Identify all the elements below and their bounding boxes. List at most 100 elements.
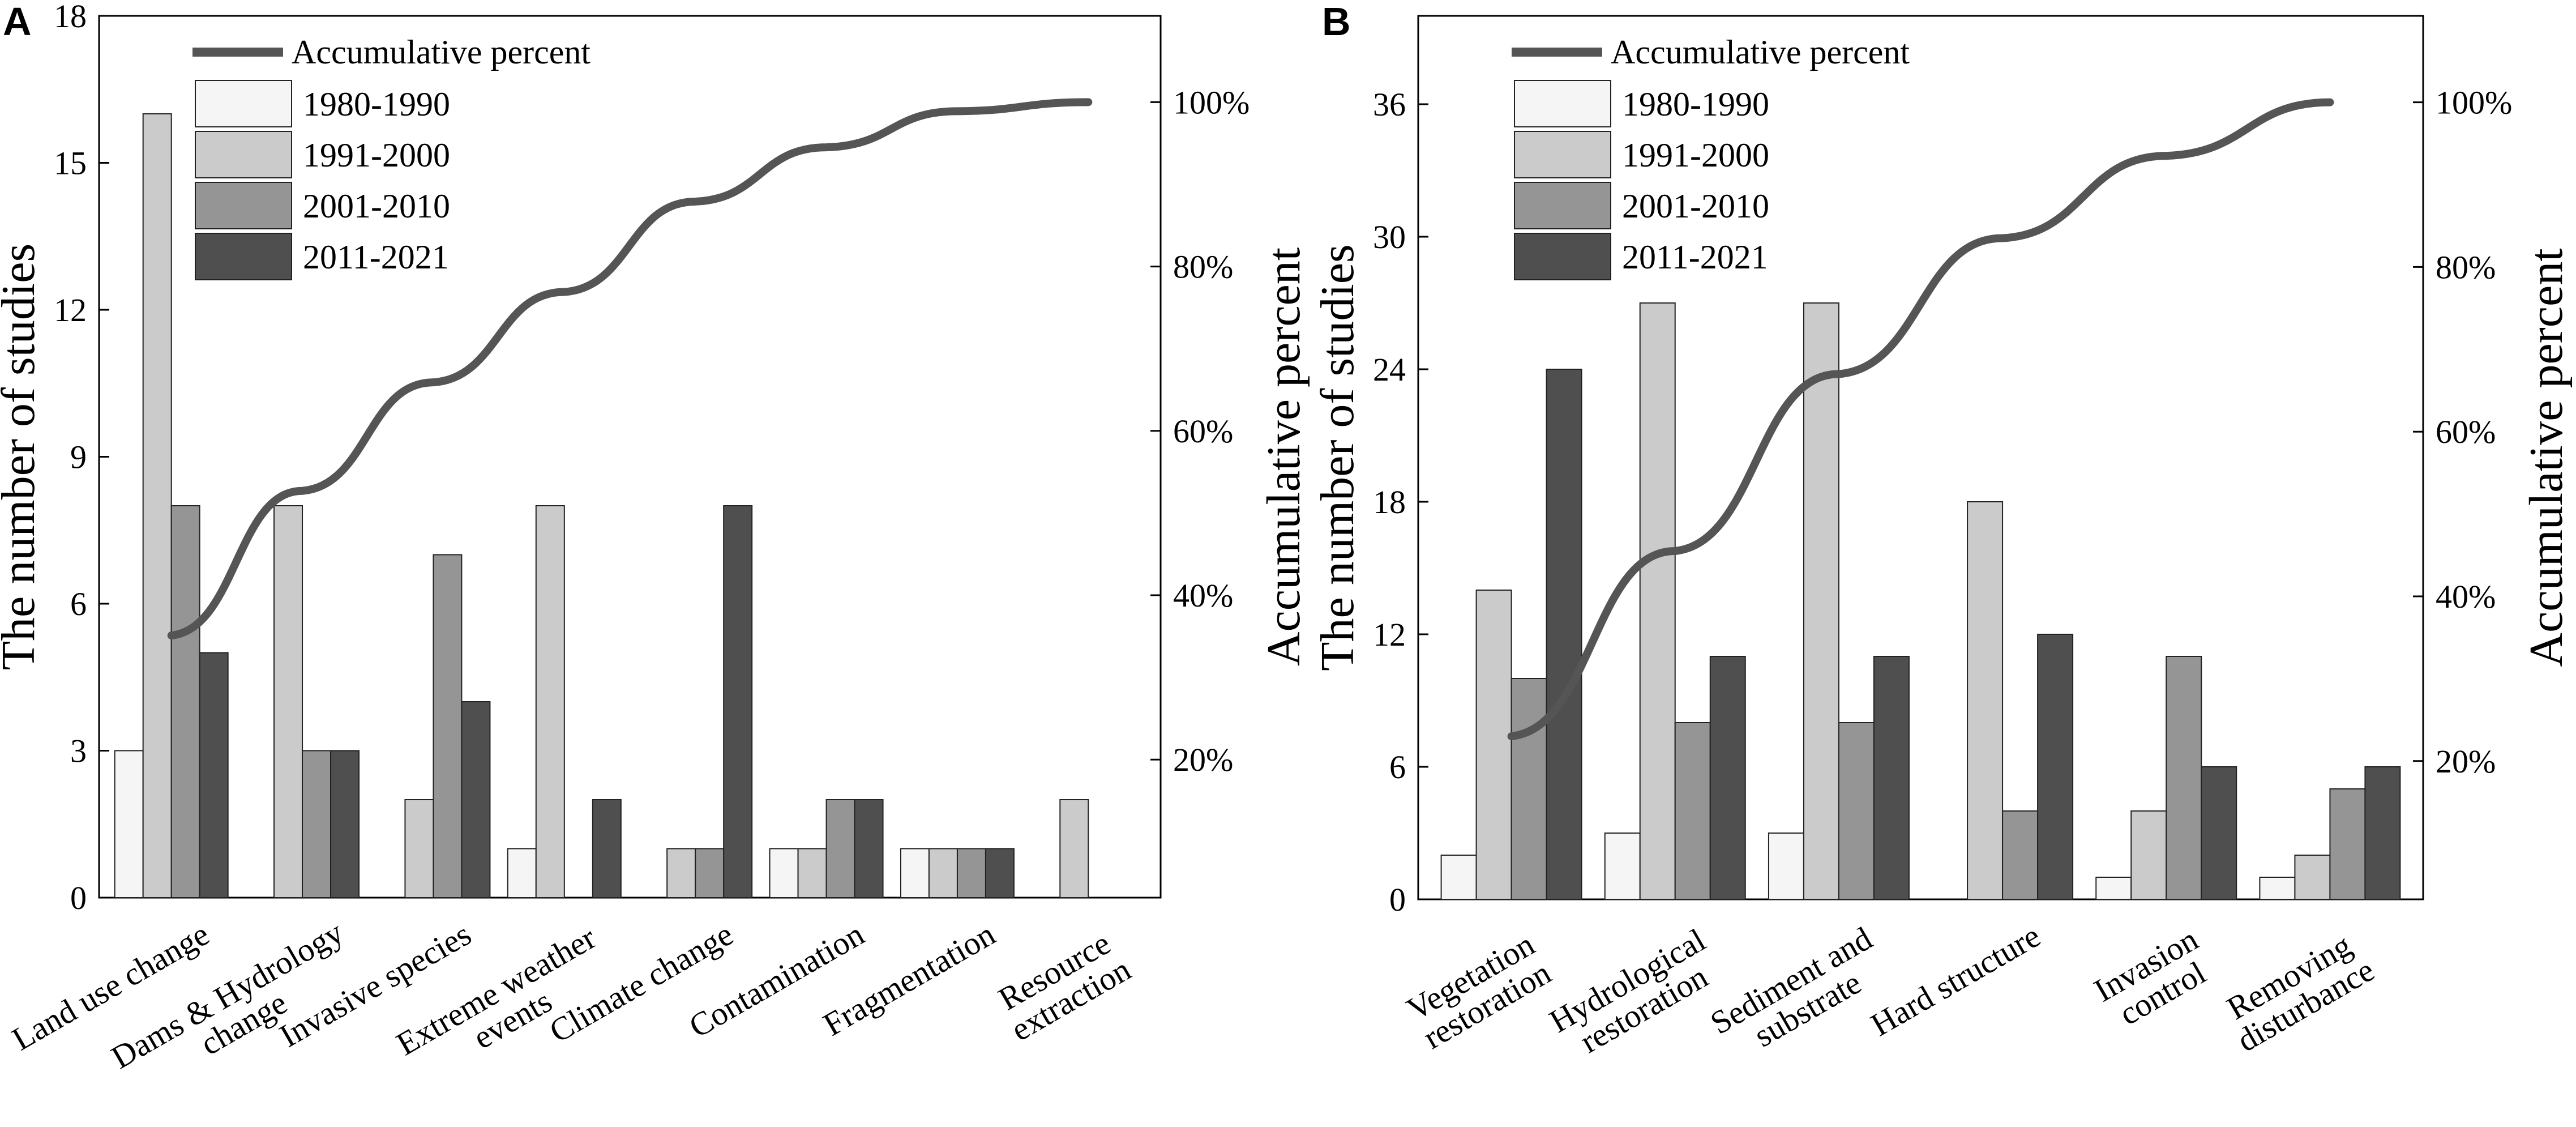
bar-2001-2010-1 — [302, 750, 332, 898]
y-tick-label: 9 — [70, 439, 87, 476]
bar-1991-2000-7 — [1059, 799, 1089, 898]
y2-tick-label: 60% — [1173, 413, 1233, 450]
bar-2001-2010-4 — [2166, 656, 2202, 900]
panel-letter: A — [3, 0, 32, 44]
y2-tick-label: 20% — [1173, 741, 1233, 778]
bar-2011-2021-5 — [854, 799, 884, 898]
legend-swatch-2001-2010 — [1514, 182, 1611, 229]
bar-1980-1990-2 — [1768, 833, 1804, 900]
bar-2001-2010-3 — [2002, 810, 2039, 900]
bar-2001-2010-0 — [170, 505, 200, 898]
y-tick-label: 0 — [1389, 881, 1406, 918]
bar-2011-2021-0 — [199, 652, 229, 898]
y-tick-label: 12 — [1373, 616, 1406, 653]
y-axis-title: The number of studies — [0, 244, 45, 671]
bar-2001-2010-4 — [695, 848, 725, 898]
y2-axis-title: Accumulative percent — [2520, 248, 2573, 667]
y2-tick-label: 100% — [2436, 84, 2512, 121]
category-label: Removingdisturbance — [2214, 923, 2380, 1059]
bar-2011-2021-5 — [2364, 766, 2401, 900]
bar-1991-2000-0 — [142, 113, 172, 898]
category-label: Resourceextraction — [989, 922, 1137, 1048]
bar-1980-1990-6 — [900, 848, 930, 898]
legend-swatch-1980-1990 — [1514, 80, 1611, 127]
category-label: Vegetationrestoration — [1401, 925, 1557, 1056]
bar-2001-2010-1 — [1674, 722, 1711, 900]
bar-1980-1990-1 — [1604, 833, 1641, 900]
plot-frame — [1417, 15, 2424, 900]
y2-axis-title: Accumulative percent — [1257, 247, 1310, 666]
chart-panel-a: A 0 3 6 9 12 15 18 20% 40% 60% 80% 100% The number of… — [0, 0, 1310, 1076]
y-tick-label: 3 — [70, 733, 87, 770]
bar-2011-2021-2 — [461, 701, 491, 898]
legend-swatch-1991-2000 — [1514, 131, 1611, 178]
bar-1991-2000-4 — [666, 848, 696, 898]
y-tick-label: 24 — [1373, 351, 1406, 388]
bar-2011-2021-2 — [1873, 656, 1910, 900]
bar-1991-2000-4 — [2130, 810, 2167, 900]
y2-tick-label: 100% — [1173, 84, 1250, 121]
bar-1980-1990-5 — [769, 848, 799, 898]
bar-2011-2021-3 — [2037, 634, 2074, 900]
bar-1980-1990-3 — [507, 848, 537, 898]
y2-tick-label: 80% — [1173, 249, 1233, 285]
legend-label: 2011-2021 — [303, 238, 449, 276]
y2-tick-label: 40% — [1173, 577, 1233, 614]
y2-tick-label: 80% — [2436, 249, 2496, 285]
category-label: Sediment andsubstrate — [1704, 920, 1894, 1070]
bar-1991-2000-6 — [928, 848, 958, 898]
bar-1991-2000-0 — [1475, 590, 1512, 900]
bar-2001-2010-6 — [956, 848, 986, 898]
bar-1991-2000-2 — [1803, 302, 1839, 900]
bar-1991-2000-1 — [273, 505, 303, 898]
y2-tick-label: 60% — [2436, 413, 2496, 450]
legend-swatch-2011-2021 — [195, 233, 292, 280]
bar-2001-2010-2 — [433, 554, 463, 898]
cumulative-percent-line — [167, 98, 1093, 640]
bar-1991-2000-2 — [404, 799, 434, 898]
cumulative-percent-line — [1507, 98, 2334, 741]
bar-1980-1990-4 — [2095, 877, 2132, 900]
y2-tick-label: 40% — [2436, 578, 2496, 615]
bar-2011-2021-4 — [723, 505, 753, 898]
bar-2011-2021-3 — [592, 799, 622, 898]
y-tick-label: 6 — [1389, 749, 1406, 786]
legend-label: Accumulative percent — [1611, 33, 1910, 71]
legend-label: 1991-2000 — [1622, 136, 1769, 174]
y-axis-title: The number of studies — [1311, 244, 1364, 671]
panel-letter: B — [1322, 0, 1351, 44]
y-tick-label: 18 — [1373, 484, 1406, 520]
y-tick-label: 18 — [54, 0, 87, 35]
bar-2011-2021-6 — [985, 848, 1015, 898]
y-tick-label: 30 — [1373, 219, 1406, 255]
bar-1980-1990-0 — [114, 750, 144, 898]
category-label: Hydrologicalrestoration — [1543, 921, 1728, 1069]
bar-1991-2000-3 — [535, 505, 565, 898]
legend-swatch-2001-2010 — [195, 182, 292, 229]
legend-label: Accumulative percent — [292, 33, 590, 71]
bar-2011-2021-0 — [1546, 369, 1582, 900]
bar-1980-1990-0 — [1440, 855, 1477, 900]
legend-label: 1980-1990 — [1622, 86, 1769, 123]
legend-label: 1980-1990 — [303, 86, 450, 123]
legend-label: 2001-2010 — [1622, 187, 1769, 225]
bar-2011-2021-1 — [1709, 656, 1746, 900]
bar-2001-2010-0 — [1510, 678, 1547, 900]
bar-2001-2010-2 — [1838, 722, 1875, 900]
legend-label: 2001-2010 — [303, 187, 450, 225]
bar-2001-2010-5 — [825, 799, 855, 898]
y-tick-label: 0 — [70, 880, 87, 916]
chart-panel-b: B 0 6 12 18 24 30 36 20% 40% 60% 80% 100% The number … — [1311, 0, 2573, 1070]
y-tick-label: 6 — [70, 586, 87, 622]
y-tick-label: 15 — [54, 145, 87, 182]
y-tick-label: 36 — [1373, 86, 1406, 123]
legend-label: 1991-2000 — [303, 136, 450, 174]
bar-1991-2000-3 — [1967, 501, 2004, 900]
legend-label: 2011-2021 — [1622, 238, 1768, 276]
category-label: Hard structure — [1864, 917, 2046, 1043]
y2-tick-label: 20% — [2436, 743, 2496, 780]
legend-swatch-2011-2021 — [1514, 233, 1611, 280]
bar-1991-2000-5 — [2294, 855, 2331, 900]
bar-2001-2010-5 — [2329, 788, 2366, 900]
